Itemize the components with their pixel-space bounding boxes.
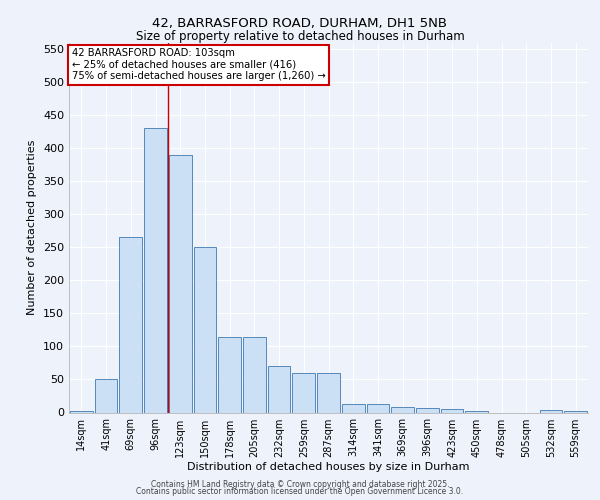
Text: 42 BARRASFORD ROAD: 103sqm
← 25% of detached houses are smaller (416)
75% of sem: 42 BARRASFORD ROAD: 103sqm ← 25% of deta… [71, 48, 325, 81]
X-axis label: Distribution of detached houses by size in Durham: Distribution of detached houses by size … [187, 462, 470, 472]
Bar [218, 336, 241, 412]
Bar [466, 411, 488, 412]
Bar [391, 407, 414, 412]
Text: Contains public sector information licensed under the Open Government Licence 3.: Contains public sector information licen… [136, 487, 464, 496]
Bar [342, 404, 365, 412]
Bar [268, 366, 290, 412]
Bar [317, 373, 340, 412]
Bar [416, 408, 439, 412]
Bar [243, 336, 266, 412]
Bar [194, 248, 216, 412]
Bar [441, 409, 463, 412]
Y-axis label: Number of detached properties: Number of detached properties [28, 140, 37, 315]
Bar [70, 410, 93, 412]
Text: Contains HM Land Registry data © Crown copyright and database right 2025.: Contains HM Land Registry data © Crown c… [151, 480, 449, 489]
Bar [539, 410, 562, 412]
Bar [119, 238, 142, 412]
Bar [292, 373, 315, 412]
Text: 42, BARRASFORD ROAD, DURHAM, DH1 5NB: 42, BARRASFORD ROAD, DURHAM, DH1 5NB [152, 18, 448, 30]
Text: Size of property relative to detached houses in Durham: Size of property relative to detached ho… [136, 30, 464, 43]
Bar [564, 410, 587, 412]
Bar [367, 404, 389, 412]
Bar [144, 128, 167, 412]
Bar [95, 380, 118, 412]
Bar [169, 155, 191, 412]
